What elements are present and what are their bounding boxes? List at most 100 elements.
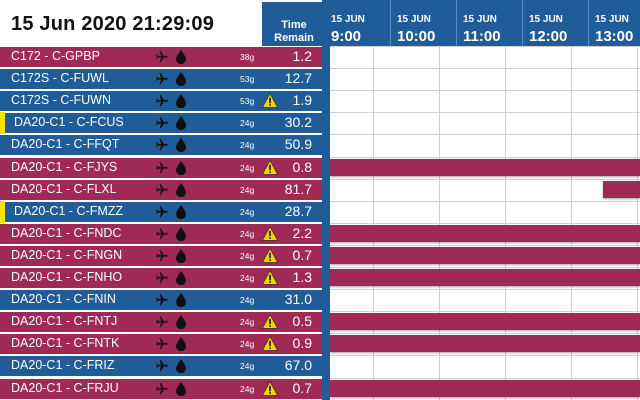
fuel-drop-icon[interactable] bbox=[176, 293, 186, 308]
selected-flag bbox=[0, 112, 5, 135]
fuel-drop-icon[interactable] bbox=[176, 116, 186, 131]
aircraft-row[interactable]: C172S - C-FUWN 53g 1.9 bbox=[0, 90, 330, 112]
aircraft-row[interactable]: DA20-C1 - C-FLXL 24g 81.7 bbox=[0, 179, 330, 201]
warning-icon[interactable] bbox=[261, 247, 279, 263]
aircraft-name: DA20-C1 - C-FCUS bbox=[14, 115, 124, 130]
time-remaining: 0.8 bbox=[292, 158, 312, 175]
fuel-gallons: 24g bbox=[240, 273, 255, 283]
fuel-drop-icon[interactable] bbox=[176, 50, 186, 64]
fuel-gallons: 38g bbox=[240, 52, 255, 62]
plane-icon[interactable] bbox=[155, 249, 169, 263]
panel-divider bbox=[322, 0, 330, 400]
aircraft-row[interactable]: DA20-C1 - C-FNTJ 24g 0.5 bbox=[0, 311, 330, 333]
fuel-drop-icon[interactable] bbox=[176, 359, 186, 374]
booking-bar[interactable] bbox=[330, 158, 640, 176]
aircraft-row[interactable]: DA20-C1 - C-FFQT 24g 50.9 bbox=[0, 134, 330, 156]
plane-icon[interactable] bbox=[155, 382, 169, 396]
fuel-drop-icon[interactable] bbox=[176, 226, 186, 241]
fuel-gallons: 24g bbox=[240, 184, 255, 195]
aircraft-row[interactable]: DA20-C1 - C-FCUS 24g 30.2 bbox=[0, 112, 330, 135]
plane-icon[interactable] bbox=[155, 359, 169, 373]
aircraft-row[interactable]: DA20-C1 - C-FRIZ 24g 67.0 bbox=[0, 355, 330, 377]
aircraft-row[interactable]: DA20-C1 - C-FNTK 24g 0.9 bbox=[0, 333, 330, 355]
warning-icon[interactable] bbox=[261, 159, 279, 175]
fuel-drop-icon[interactable] bbox=[176, 182, 186, 197]
plane-icon[interactable] bbox=[155, 138, 169, 152]
time-remaining: 0.7 bbox=[292, 379, 312, 396]
hour-label: 10:00 bbox=[397, 28, 436, 45]
current-datetime: 15 Jun 2020 21:29:09 bbox=[11, 13, 215, 35]
fuel-gallons: 24g bbox=[240, 140, 255, 151]
fuel-drop-icon[interactable] bbox=[176, 248, 186, 263]
booking-bar[interactable] bbox=[602, 180, 640, 198]
hour-column-header: 15 JUN 13:00 bbox=[588, 0, 640, 46]
plane-icon[interactable] bbox=[155, 72, 169, 86]
plane-icon[interactable] bbox=[155, 94, 169, 108]
time-remaining: 28.7 bbox=[284, 202, 312, 219]
plane-icon[interactable] bbox=[155, 205, 169, 219]
aircraft-row[interactable]: DA20-C1 - C-FNDC 24g 2.2 bbox=[0, 223, 330, 245]
booking-bar[interactable] bbox=[330, 379, 640, 397]
aircraft-row[interactable]: DA20-C1 - C-FNIN 24g 31.0 bbox=[0, 289, 330, 311]
hour-date: 15 JUN bbox=[463, 14, 497, 25]
warning-icon[interactable] bbox=[261, 314, 279, 329]
aircraft-panel: 15 Jun 2020 21:29:09 Time Remain C172 - … bbox=[0, 0, 330, 400]
warning-icon[interactable] bbox=[261, 93, 279, 108]
time-remain-header-line2: Remain bbox=[274, 32, 314, 44]
booking-bar[interactable] bbox=[330, 313, 640, 331]
fuel-drop-icon[interactable] bbox=[176, 138, 186, 153]
aircraft-row[interactable]: DA20-C1 - C-FNHO 24g 1.3 bbox=[0, 267, 330, 289]
fuel-drop-icon[interactable] bbox=[176, 94, 186, 109]
warning-icon[interactable] bbox=[261, 269, 279, 285]
grid-line bbox=[330, 378, 640, 379]
warning-icon[interactable] bbox=[261, 225, 279, 241]
fuel-gallons: 24g bbox=[240, 361, 255, 372]
aircraft-row[interactable]: C172 - C-GPBP 38g 1.2 bbox=[0, 46, 330, 68]
hour-label: 13:00 bbox=[595, 28, 634, 45]
time-remaining: 0.5 bbox=[292, 313, 312, 330]
time-remaining: 12.7 bbox=[284, 70, 312, 87]
aircraft-row[interactable]: DA20-C1 - C-FNGN 24g 0.7 bbox=[0, 245, 330, 267]
aircraft-row[interactable]: C172S - C-FUWL 53g 12.7 bbox=[0, 68, 330, 90]
aircraft-name: DA20-C1 - C-FNHO bbox=[11, 270, 123, 284]
fuel-gallons: 24g bbox=[240, 317, 255, 328]
panel-header: 15 Jun 2020 21:29:09 Time Remain bbox=[0, 0, 330, 46]
plane-icon[interactable] bbox=[155, 116, 169, 130]
time-remaining: 1.9 bbox=[292, 92, 312, 109]
grid-line bbox=[330, 179, 640, 180]
booking-bar[interactable] bbox=[330, 246, 640, 264]
fuel-drop-icon[interactable] bbox=[176, 337, 186, 352]
aircraft-name: DA20-C1 - C-FJYS bbox=[11, 159, 118, 174]
fuel-drop-icon[interactable] bbox=[176, 271, 186, 285]
booking-bar[interactable] bbox=[330, 269, 640, 286]
plane-icon[interactable] bbox=[155, 315, 169, 329]
aircraft-row[interactable]: DA20-C1 - C-FJYS 24g 0.8 bbox=[0, 157, 330, 179]
plane-icon[interactable] bbox=[155, 293, 169, 307]
plane-icon[interactable] bbox=[155, 227, 169, 241]
fuel-gallons: 24g bbox=[240, 295, 255, 306]
fuel-drop-icon[interactable] bbox=[176, 160, 186, 175]
plane-icon[interactable] bbox=[155, 271, 169, 285]
fuel-drop-icon[interactable] bbox=[176, 72, 186, 87]
plane-icon[interactable] bbox=[155, 183, 169, 197]
fuel-drop-icon[interactable] bbox=[176, 315, 186, 330]
fuel-gallons: 24g bbox=[240, 383, 255, 394]
aircraft-row[interactable]: DA20-C1 - C-FMZZ 24g 28.7 bbox=[0, 200, 330, 223]
time-remain-header[interactable]: Time Remain bbox=[262, 2, 326, 46]
plane-icon[interactable] bbox=[155, 337, 169, 351]
fuel-drop-icon[interactable] bbox=[176, 204, 186, 219]
plane-icon[interactable] bbox=[155, 161, 169, 175]
booking-bar[interactable] bbox=[330, 335, 640, 353]
warning-icon[interactable] bbox=[261, 336, 279, 351]
fuel-gallons: 53g bbox=[240, 96, 255, 107]
fuel-gallons: 24g bbox=[240, 206, 255, 217]
warning-icon[interactable] bbox=[261, 380, 279, 396]
fuel-drop-icon[interactable] bbox=[176, 381, 186, 396]
aircraft-row[interactable]: DA20-C1 - C-FRJU 24g 0.7 bbox=[0, 378, 330, 400]
timeline-header: 15 JUN 9:00 15 JUN 10:00 15 JUN 11:00 15 JUN 12… bbox=[330, 0, 640, 46]
booking-bar[interactable] bbox=[330, 224, 640, 242]
plane-icon[interactable] bbox=[155, 50, 169, 64]
time-remaining: 30.2 bbox=[284, 114, 312, 131]
schedule-timeline[interactable]: 15 JUN 9:00 15 JUN 10:00 15 JUN 11:00 15 JUN 12… bbox=[330, 0, 640, 400]
time-remaining: 0.7 bbox=[292, 246, 312, 263]
